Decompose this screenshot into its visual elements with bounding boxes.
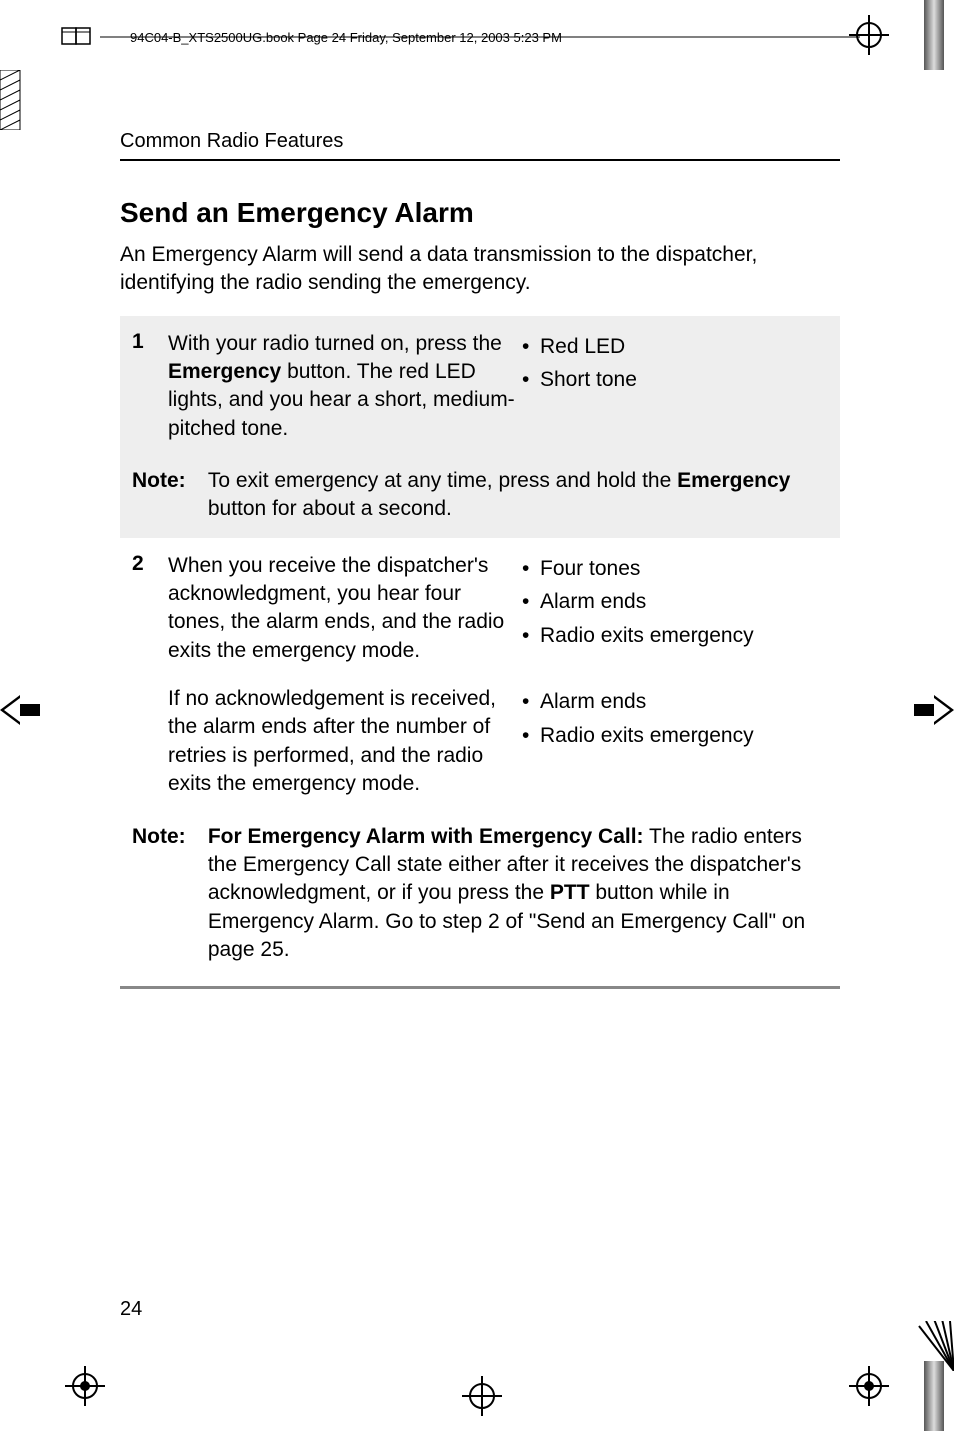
note-label: Note: [132,467,202,495]
step-1-text-pre: With your radio turned on, press the [168,332,502,355]
step-1-bullets: Red LED Short tone [518,330,828,443]
registration-bottom-right-icon [844,1361,894,1411]
step-1-text-bold: Emergency [168,360,281,383]
note-2-body: For Emergency Alarm with Emergency Call:… [208,823,828,965]
note-1-body: To exit emergency at any time, press and… [208,467,828,524]
registration-bottom-left-icon [60,1361,110,1411]
registration-top-right-icon [844,10,894,60]
note-1-post: button for about a second. [208,497,452,520]
crop-tab-left-icon [0,70,30,130]
section-heading: Send an Emergency Alarm [120,197,840,229]
crop-fan-bottom-right-icon [914,1321,954,1371]
step-1-row: 1 With your radio turned on, press the E… [120,316,840,457]
list-item: Four tones [540,552,828,586]
step-2-number: 2 [132,552,168,665]
note-2-ptt: PTT [550,881,590,904]
crop-top-rule [100,36,860,38]
note-1-row: Note: To exit emergency at any time, pre… [120,457,840,538]
step-1-text: With your radio turned on, press the Eme… [168,330,518,443]
registration-bottom-center-icon [457,1371,507,1421]
step-2b-bullets: Alarm ends Radio exits emergency [518,685,828,798]
page-content: Common Radio Features Send an Emergency … [120,130,840,989]
list-item: Radio exits emergency [540,619,828,653]
list-item: Alarm ends [540,585,828,619]
step-2-text: When you receive the dispatcher's acknow… [168,552,518,665]
list-item: Red LED [540,330,828,364]
step-2b-text: If no acknowledgement is received, the a… [168,685,518,798]
crop-top-left-icon [60,22,98,50]
step-1-number: 1 [132,330,168,443]
note-2-bold-lead: For Emergency Alarm with Emergency Call: [208,825,644,848]
page-number: 24 [120,1298,142,1321]
end-rule [120,986,840,989]
list-item: Radio exits emergency [540,719,828,753]
step-2b-row: If no acknowledgement is received, the a… [120,679,840,812]
list-item: Alarm ends [540,685,828,719]
intro-paragraph: An Emergency Alarm will send a data tran… [120,241,840,298]
step-2-bullets: Four tones Alarm ends Radio exits emerge… [518,552,828,665]
note-1-bold: Emergency [677,469,790,492]
crop-cylinder-bottom-right-icon [914,1361,954,1431]
running-head: Common Radio Features [120,130,840,153]
note-1-pre: To exit emergency at any time, press and… [208,469,677,492]
list-item: Short tone [540,363,828,397]
bleed-arrow-right-icon [914,690,954,730]
note-label: Note: [132,823,202,851]
crop-cylinder-top-right-icon [914,0,954,70]
head-rule [120,159,840,161]
note-2-row: Note: For Emergency Alarm with Emergency… [120,813,840,979]
bleed-arrow-left-icon [0,690,40,730]
step-2-row: 2 When you receive the dispatcher's ackn… [120,538,840,679]
